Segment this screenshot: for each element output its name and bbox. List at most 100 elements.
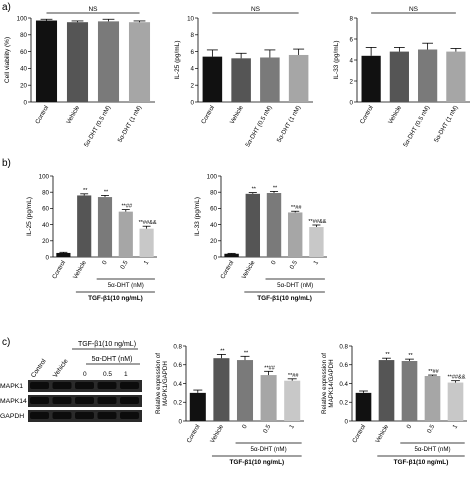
significance-label: ** <box>83 188 88 194</box>
x-tick-label: 0.5 <box>119 259 130 270</box>
panel-label-a: a) <box>2 2 11 13</box>
bar <box>361 55 381 102</box>
bar <box>189 392 206 421</box>
significance-label: ** <box>220 348 225 354</box>
y-tick-label: 0 <box>350 99 354 106</box>
x-tick-label: 1 <box>288 423 296 430</box>
y-tick-label: 60 <box>20 49 27 56</box>
bar <box>260 375 277 421</box>
bar <box>418 49 438 102</box>
significance-label: **## <box>264 365 275 371</box>
bar <box>260 57 280 102</box>
chart-c1: 0 0.2 0.4 0.6 0.8 Relative expression of MAPK1… <box>155 343 304 466</box>
x-tick-label: Vehicle <box>374 423 390 444</box>
ns-label: NS <box>88 6 98 13</box>
y-tick-label: 20 <box>210 238 217 245</box>
x-tick-label: 0.5 <box>289 259 300 270</box>
chart-b1: 0 20 40 60 80 100 IL-25 (pg/mL) Control ** Vehicl… <box>26 173 157 302</box>
x-tick-label: 0 <box>241 423 249 430</box>
blot-column-label: Vehicle <box>52 358 70 379</box>
chart-c2: 0 0.2 0.4 0.6 0.8 Relative expression of MAPK1… <box>321 343 467 466</box>
bar <box>288 54 309 102</box>
y-axis-label: Relative expression of <box>155 353 162 414</box>
x-tick-label: 1 <box>451 423 459 430</box>
bar <box>401 361 418 421</box>
bar <box>284 380 301 421</box>
x-tick-label: Control <box>219 260 235 281</box>
bar <box>97 197 113 257</box>
chart-b2: 0 20 40 60 80 100 IL-33 (pg/mL) Control ** Vehicl… <box>194 173 327 302</box>
x-tick-label: Vehicle <box>65 104 81 125</box>
blot-row-label: MAPK1 <box>0 383 23 390</box>
y-tick-label: 20 <box>42 238 49 245</box>
y-tick-label: 4 <box>191 66 195 73</box>
significance-label: **## <box>428 369 439 375</box>
panel-label-b: b) <box>2 158 11 169</box>
y-tick-label: 60 <box>210 206 217 213</box>
tgf-group-label: TGF-β1(10 ng/mL) <box>229 459 284 466</box>
bar <box>202 56 223 102</box>
x-tick-label: Control <box>351 424 367 445</box>
blot-band <box>120 397 139 404</box>
bar <box>118 211 133 257</box>
y-tick-label: 80 <box>20 32 27 39</box>
x-tick-label: Control <box>200 105 216 126</box>
y-axis-label: Relative expression of <box>321 353 328 414</box>
y-tick-label: 0.4 <box>339 381 348 388</box>
blot-band <box>75 382 94 389</box>
bar <box>378 360 395 421</box>
blot-band <box>30 412 49 419</box>
x-tick-label: 5α-DHT (0.5 nM) <box>83 105 112 149</box>
y-tick-label: 8 <box>350 15 354 22</box>
dht-group-label: 5α-DHT (nM) <box>108 282 144 289</box>
y-tick-label: 0.2 <box>339 400 348 407</box>
y-axis-label-line2: MAPK14/GAPDH <box>328 359 335 407</box>
blot-band <box>75 412 94 419</box>
x-tick-label: Vehicle <box>229 104 245 125</box>
y-tick-label: 2 <box>350 78 354 85</box>
y-tick-label: 0 <box>214 254 218 261</box>
blot-column-label: 0 <box>83 371 87 378</box>
bar <box>287 212 303 257</box>
significance-label: **##&& <box>447 375 465 381</box>
bar <box>231 58 251 102</box>
x-tick-label: Control <box>34 105 50 126</box>
y-axis-label: IL-33 (pg/mL) <box>333 40 340 79</box>
bar <box>66 22 89 103</box>
bar <box>245 193 261 257</box>
blot-band <box>120 412 139 419</box>
y-tick-label: 8 <box>191 32 195 39</box>
x-tick-label: Control <box>51 260 67 281</box>
blot-column-label: 1 <box>124 371 128 378</box>
significance-label: ** <box>273 185 278 191</box>
y-tick-label: 0.6 <box>339 362 348 369</box>
x-tick-label: Control <box>185 424 201 445</box>
blot-band <box>120 382 139 389</box>
y-tick-label: 0 <box>191 99 195 106</box>
significance-label: **##&& <box>308 219 326 225</box>
blot-treatment-label: TGF-β1(10 ng/mL) <box>78 341 136 348</box>
blot-band <box>52 397 72 404</box>
y-tick-label: 2 <box>191 83 195 90</box>
x-tick-label: Vehicle <box>240 259 256 280</box>
x-tick-label: 0 <box>270 259 278 266</box>
ns-label: NS <box>251 6 261 13</box>
bar <box>389 51 409 102</box>
bar <box>213 358 230 421</box>
significance-label: ** <box>252 187 257 193</box>
significance-label: ** <box>408 353 413 359</box>
tgf-group-label: TGF-β1(10 ng/mL) <box>394 459 449 466</box>
significance-label: **## <box>288 373 299 379</box>
y-tick-label: 10 <box>187 15 194 22</box>
tgf-group-label: TGF-β1(10 ng/mL) <box>88 295 143 302</box>
x-tick-label: Vehicle <box>209 423 225 444</box>
bar <box>35 20 58 102</box>
y-tick-label: 0.2 <box>173 400 182 407</box>
y-axis-label: Cell viability (%) <box>4 37 11 83</box>
bar <box>309 227 324 257</box>
x-tick-label: Vehicle <box>387 104 403 125</box>
